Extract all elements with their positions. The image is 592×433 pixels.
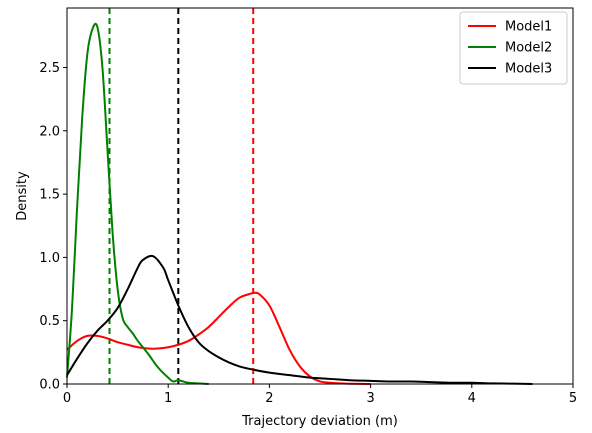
plot-area-frame [66,7,574,385]
x-tick-label: 3 [366,391,374,406]
legend-label-model2: Model2 [505,41,552,56]
x-tick-label: 1 [164,391,172,406]
y-axis-label: Density [15,171,30,221]
y-tick-label: 2.5 [39,61,60,76]
legend-label-model1: Model1 [505,20,552,35]
x-axis-label: Trajectory deviation (m) [241,414,398,429]
y-tick-label: 1.0 [39,251,60,266]
series-lines [66,22,533,385]
legend-label-model3: Model3 [505,62,552,77]
x-tick-label: 0 [63,391,71,406]
series-model3-line [66,254,533,385]
x-tick-label: 5 [569,391,577,406]
x-tick-label: 2 [265,391,273,406]
x-tick-label: 4 [468,391,476,406]
y-axis-ticks: 0.0 0.5 1.0 1.5 2.0 2.5 [39,61,67,393]
mean-lines [108,8,255,384]
y-tick-label: 2.0 [39,124,60,139]
series-model1-line [66,291,371,385]
y-tick-label: 0.0 [39,378,60,393]
legend-box [459,11,568,85]
legend: Model1 Model2 Model3 [459,11,568,85]
y-tick-label: 1.5 [39,188,60,203]
x-axis-ticks: 0 1 2 3 4 5 [63,384,577,406]
series-model2-line [66,22,209,385]
y-tick-label: 0.5 [39,314,60,329]
